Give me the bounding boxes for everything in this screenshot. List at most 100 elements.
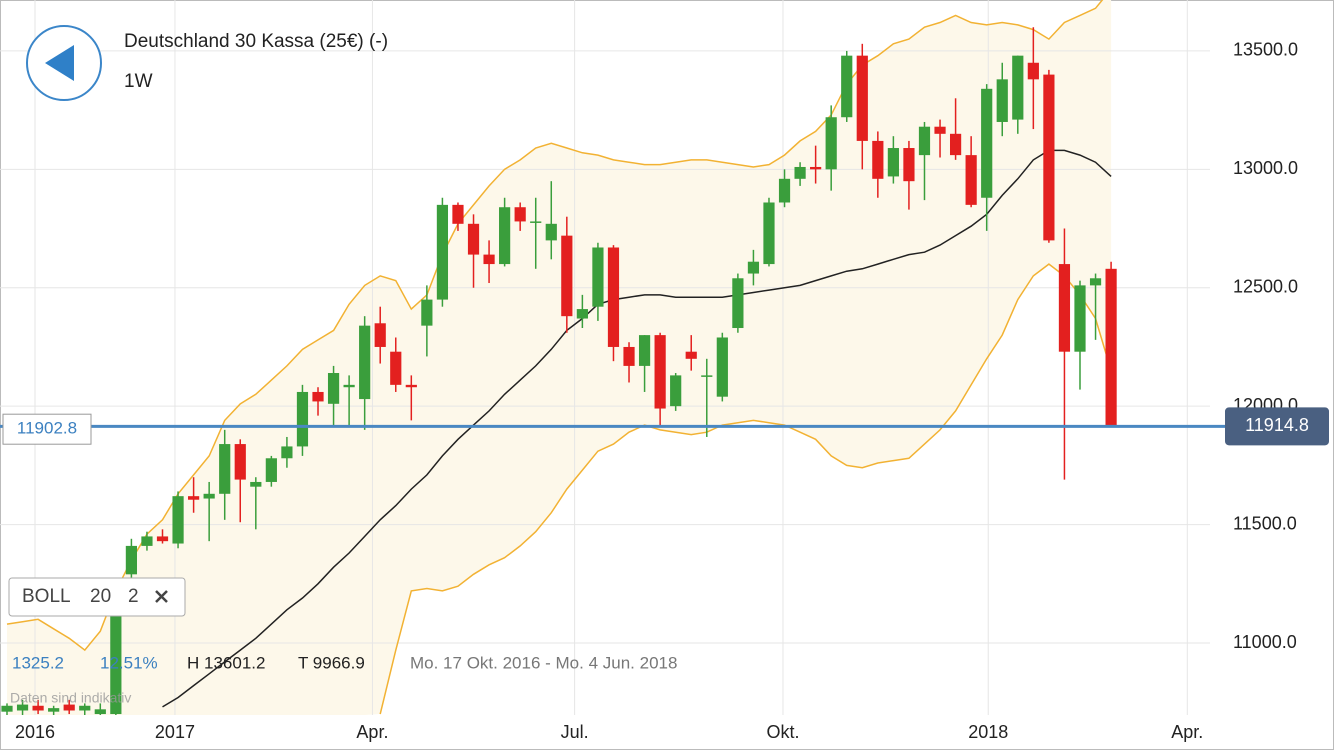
candle-body [1074,285,1086,352]
candle-body [576,309,588,319]
back-arrow[interactable] [45,45,74,81]
candle-body [172,496,184,544]
x-tick-label: 2017 [155,722,195,742]
candle-body [856,55,868,141]
candle-body [949,133,962,156]
candle-body [250,481,262,487]
band-line [379,263,1112,715]
y-tick-label: 13000.0 [1233,158,1298,178]
candle-body [934,126,946,134]
candle-body [234,444,246,480]
candle-body [638,335,651,366]
candle-body [421,299,433,326]
candle-body [94,709,106,715]
candle-body [203,493,215,499]
candle-body [981,88,993,198]
candle-body [265,458,277,482]
y-tick-label: 13500.0 [1233,40,1298,60]
candle-body [1,705,13,712]
indicator-tag[interactable]: BOLL 20 2 [8,577,186,617]
x-tick-label: 2016 [15,722,55,742]
candle-body [670,375,682,407]
info-range: Mo. 17 Okt. 2016 - Mo. 4 Jun. 2018 [410,653,677,672]
candle-body [1043,74,1055,241]
candle-body [48,708,60,712]
candle-body [1058,264,1071,352]
candle-body [732,278,744,329]
candle-body [607,247,620,347]
candle-body [841,55,853,118]
candle-body [110,586,122,715]
band-fill [6,0,1112,715]
candle-body [654,335,666,409]
candle-body [1012,55,1024,120]
candle-body [996,79,1008,122]
info-note: Daten sind indikativ [10,690,131,706]
candle-body [63,704,75,711]
candle-body [467,223,480,255]
y-tick-label: 12500.0 [1233,277,1298,297]
candle-body [281,446,293,459]
candle-body [918,126,931,156]
candle-body [296,391,309,447]
candle-body [701,375,713,377]
x-tick-label: Okt. [766,722,799,742]
candle-body [327,373,340,404]
price-label: 11914.8 [1245,415,1309,435]
indicator-close[interactable] [155,590,168,603]
candle-body [499,207,511,265]
title: Deutschland 30 Kassa (25€) (-) [124,31,388,52]
candle-body [716,337,728,397]
info-change: 1325.2 [12,653,64,672]
candle-body [125,545,138,575]
candle-body [778,178,791,203]
candle-body [219,444,231,494]
candle-body [32,705,44,711]
candle-body [390,351,402,385]
indicator-deviation: 2 [128,586,139,607]
candle-body [156,536,169,542]
interval: 1W [124,71,153,92]
indicator-name: BOLL [22,586,71,607]
indicator-period: 20 [90,586,111,607]
candle-body [343,384,355,388]
candle-body [405,384,417,388]
candle-body [436,204,449,300]
indicator-box[interactable] [8,577,186,617]
candle-body [887,148,899,177]
candle-body [530,221,542,223]
candle-body [810,166,822,170]
candle-body [545,223,557,241]
crosshair-label-box [2,413,92,445]
x-tick-label: Apr. [356,722,388,742]
back-button[interactable] [26,25,102,101]
candle-body [141,536,153,546]
candle-body [747,261,760,274]
price-label-box [1225,407,1329,446]
candle-body [965,155,977,205]
x-tick-label: 2018 [968,722,1008,742]
candle-body [1089,278,1102,286]
candle-body [514,207,526,222]
candle-body [794,166,806,179]
candle-body [623,346,635,366]
band-line [6,0,1104,652]
candle-body [312,391,324,402]
candle-body [188,496,200,500]
y-tick-label: 11000.0 [1233,632,1297,652]
crosshair-label: 11902.8 [17,419,77,438]
plot-area [0,0,1210,715]
x-tick-label: Jul. [561,722,589,742]
candle-body [903,148,915,182]
candle-body [763,202,775,265]
info-high: H 13601.2 [187,653,265,672]
candle-body [79,705,91,711]
candle-body [483,254,495,265]
candle-body [825,117,837,170]
candle-body [1027,62,1039,80]
candle-body [452,204,464,224]
candle-body [1105,268,1117,427]
info-low: T 9966.9 [298,653,365,672]
candle-body [16,704,29,711]
